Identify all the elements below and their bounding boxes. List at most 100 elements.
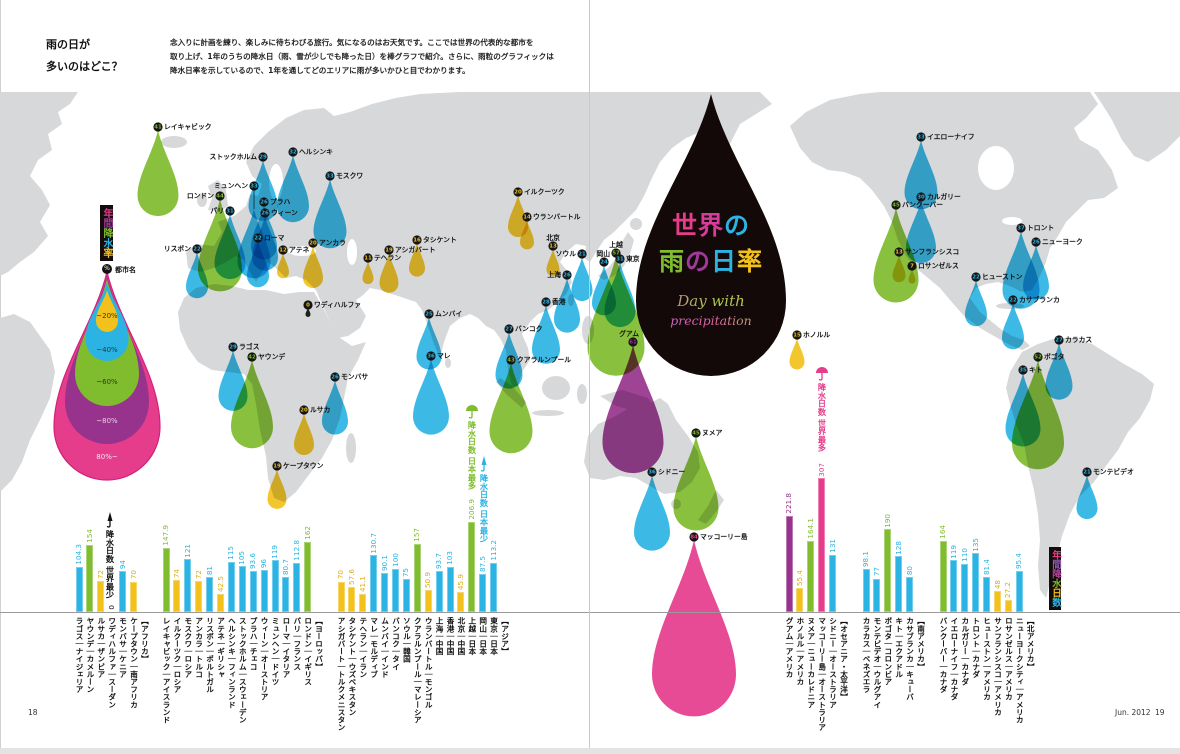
bar-value-label: 45.9 — [455, 574, 465, 591]
label-separator: ｜ — [894, 632, 904, 640]
rain-drop — [362, 261, 374, 285]
rate-marker-value: 12 — [279, 247, 287, 253]
rate-marker-value: 25 — [425, 311, 433, 317]
city-label: 東京｜日本 — [489, 617, 499, 655]
rain-drop — [592, 265, 616, 316]
map-city-label: ホノルル — [803, 331, 830, 339]
map-city-label: ヌメア — [702, 429, 723, 437]
rate-marker-value: 26 — [331, 374, 339, 380]
city-label: モスクワ｜ロシア — [183, 617, 193, 678]
map-city-label: カラカス — [1065, 336, 1092, 344]
bar — [1015, 570, 1023, 612]
city-label: テヘラン｜イラン — [358, 617, 368, 678]
bar-value-label: 93.6 — [248, 553, 258, 570]
rate-marker-circle — [272, 461, 282, 471]
bar — [227, 561, 235, 612]
bar — [906, 577, 914, 612]
rate-marker-circle — [907, 261, 917, 271]
rate-marker-circle — [562, 270, 572, 280]
rate-marker-circle — [299, 405, 309, 415]
city-name: モンテビデオ — [872, 617, 882, 663]
map-city-label: トロント — [1027, 224, 1054, 232]
rate-marker-circle — [548, 241, 558, 251]
rate-marker-circle — [691, 428, 701, 438]
label-separator: ｜ — [85, 647, 95, 656]
city-name: カサブランカ — [905, 617, 915, 663]
annotation-world-least: 降水日数 世界最少 — [103, 512, 117, 598]
bar-value-label: 131 — [827, 539, 837, 554]
city-name: アンカラ — [194, 617, 204, 648]
bar-value-label: 75 — [401, 568, 411, 578]
bar-value-label: 93.7 — [434, 553, 444, 570]
rain-drop — [892, 255, 906, 283]
city-label: ヒューストン｜アメリカ — [982, 617, 992, 701]
bar-value-label: 147.9 — [161, 525, 170, 546]
bar-value-label: 154 — [84, 529, 94, 544]
region-group-header: 【アフリカ】 — [140, 617, 150, 663]
rate-marker-circle — [1018, 365, 1028, 375]
bar — [829, 555, 837, 612]
country-name: イギリス — [303, 655, 313, 686]
map-city-label: ルサカ — [310, 406, 330, 414]
rain-drop — [546, 249, 560, 277]
rate-marker-value: 21 — [1083, 469, 1091, 475]
title-char: の — [684, 247, 711, 276]
map-city-label: ヒューストン — [982, 273, 1023, 281]
country-name: ドイツ — [271, 662, 280, 686]
rate-marker-circle — [513, 187, 523, 197]
city-label: ミュンヘン｜ドイツ — [270, 617, 280, 685]
bar-value-label: 157 — [412, 528, 422, 542]
country-name: オーストラリア — [817, 677, 827, 732]
rain-drop — [634, 475, 670, 551]
legend-title-char: 間 — [1050, 559, 1061, 570]
country-name: ロシア — [183, 655, 193, 678]
city-name: ミュンヘン — [271, 617, 280, 655]
rate-marker-value: 29 — [229, 344, 237, 350]
rate-marker-circle — [1054, 335, 1064, 345]
rain-drop — [1005, 373, 1041, 447]
bar — [873, 578, 881, 612]
rate-marker-value: 45 — [692, 430, 700, 436]
city-name: ウィーン — [260, 617, 270, 648]
feature-title: 世界の 雨の日率 Day with precipitation — [640, 208, 782, 330]
bar — [939, 540, 947, 612]
rate-marker-circle — [1082, 467, 1092, 477]
land-iceland — [161, 136, 187, 148]
rain-drop — [908, 269, 916, 284]
bar — [348, 586, 356, 612]
rain-drop — [277, 155, 309, 223]
legend-title-char: 間 — [101, 218, 112, 228]
city-label: ウランバートル｜モンゴル — [423, 617, 433, 708]
city-label: キト｜エクアドル — [894, 617, 904, 678]
map-city-label: ソウル — [556, 249, 577, 258]
rate-marker-circle — [689, 532, 699, 542]
region-group-header: 【ヨーロッパ】 — [314, 617, 324, 671]
bar-value-label: 57.6 — [346, 568, 356, 585]
country-name: 日本 — [478, 639, 488, 656]
city-name: ラゴス — [75, 617, 84, 640]
land-north-america-east-fragment — [0, 92, 78, 276]
rate-marker-circle — [225, 206, 235, 216]
map-city-label: マッコーリー島 — [700, 532, 748, 541]
rate-marker-value: 15 — [793, 332, 801, 338]
bar-value-label: 119 — [948, 544, 958, 559]
rain-drop — [248, 160, 278, 221]
rain-drop — [904, 140, 938, 210]
rate-marker-circle — [228, 342, 238, 352]
bar-value-label: 80.7 — [280, 558, 290, 575]
rate-marker-circle — [330, 372, 340, 382]
city-name: ロンドン — [303, 617, 313, 648]
feature-title-line-2: 雨の日率 — [640, 244, 782, 280]
map-city-label: ワディハルファ — [314, 300, 361, 309]
rate-marker-circle — [894, 247, 904, 257]
page-title-line: 雨の日が — [46, 38, 90, 51]
map-city-label: バンクーバー — [902, 200, 943, 209]
country-name: ロシア — [172, 670, 182, 694]
map-city-label: モンバサ — [341, 373, 368, 381]
country-name: オーストラリア — [828, 655, 838, 709]
label-separator: ｜ — [478, 632, 488, 640]
label-separator: ｜ — [216, 639, 226, 648]
bar-value-label: 103 — [445, 551, 454, 566]
bar-value-label: 55.4 — [794, 569, 804, 586]
land-borneo — [542, 376, 570, 400]
